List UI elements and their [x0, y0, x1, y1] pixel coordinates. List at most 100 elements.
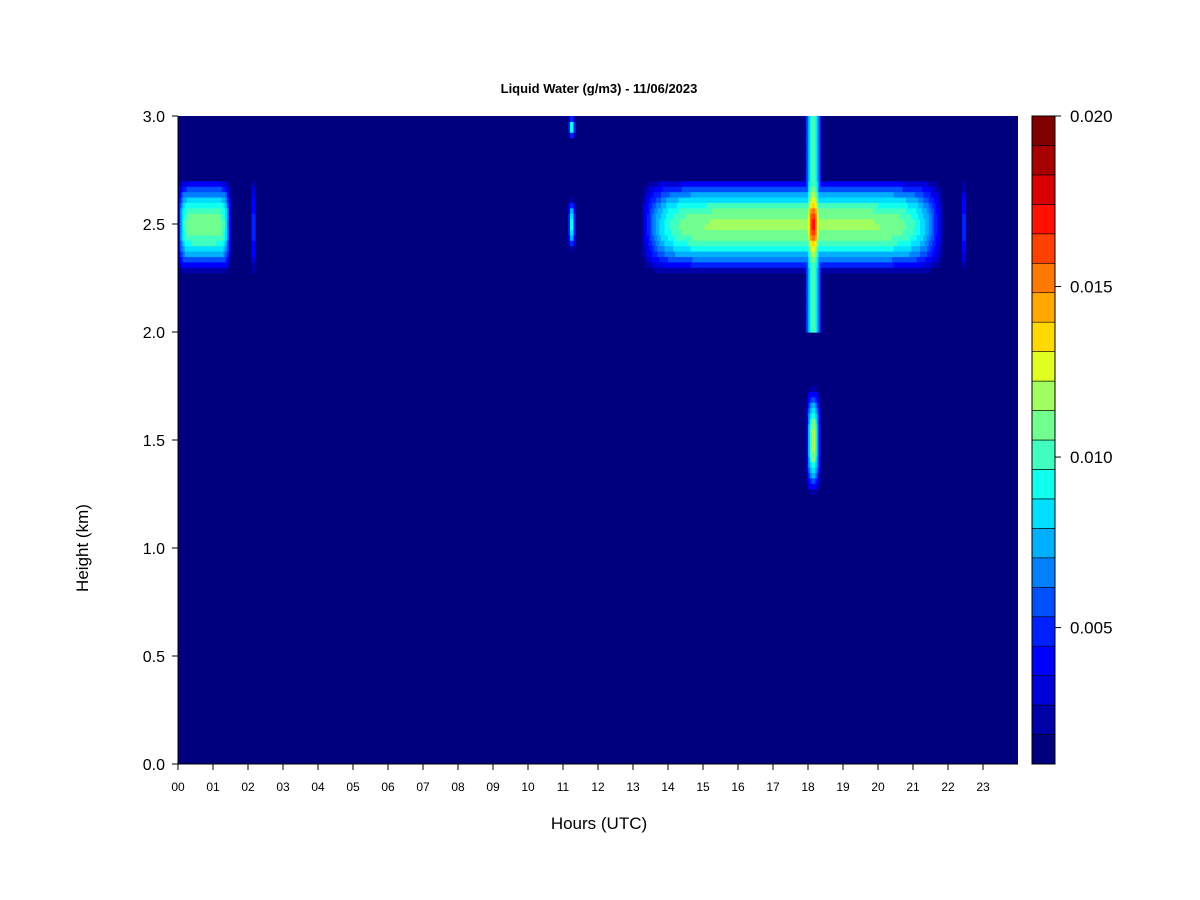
heatmap-cell [696, 175, 699, 182]
heatmap-cell [788, 261, 792, 268]
heatmap-cell [911, 229, 914, 236]
heatmap-cell [862, 267, 865, 274]
heatmap-cell [773, 202, 776, 209]
heatmap-cell [771, 261, 774, 268]
heatmap-cell [675, 240, 678, 247]
heatmap-cell [871, 197, 874, 203]
heatmap-cell [806, 278, 809, 284]
heatmap-cell [573, 202, 576, 209]
heatmap-cell [815, 170, 818, 176]
heatmap-cell [818, 445, 821, 452]
heatmap-cell [820, 326, 823, 333]
heatmap-cell [899, 267, 902, 274]
heatmap-cell [650, 213, 653, 220]
heatmap-cell [760, 218, 764, 225]
heatmap-cell [718, 234, 722, 241]
heatmap-cell [218, 197, 221, 203]
heatmap-cell [811, 488, 814, 495]
heatmap-cell [876, 197, 879, 203]
heatmap-cell [858, 267, 862, 274]
heatmap-cell [743, 213, 746, 220]
heatmap-cell [703, 251, 706, 257]
heatmap-cell [790, 229, 793, 236]
heatmap-cell [816, 299, 820, 306]
heatmap-cell [650, 261, 653, 268]
heatmap-cell [192, 240, 195, 247]
heatmap-cell [673, 180, 676, 187]
heatmap-cell [930, 202, 933, 209]
heatmap-cell [178, 240, 181, 247]
heatmap-cell [853, 261, 856, 268]
heatmap-cell [720, 240, 723, 247]
heatmap-cell [741, 218, 744, 225]
heatmap-cell [921, 207, 925, 214]
heatmap-cell [694, 229, 697, 236]
heatmap-cell [806, 294, 809, 301]
heatmap-cell [739, 224, 743, 230]
heatmap-cell [753, 224, 757, 230]
heatmap-cell [909, 256, 912, 263]
x-tick-label: 14 [661, 780, 675, 794]
heatmap-cell [920, 186, 923, 193]
heatmap-cell [801, 267, 804, 274]
heatmap-cell [774, 261, 778, 268]
heatmap-cell [568, 240, 571, 247]
heatmap-cell [753, 267, 757, 274]
heatmap-cell [806, 272, 809, 279]
heatmap-cell [703, 240, 706, 247]
heatmap-cell [664, 229, 667, 236]
heatmap-cell [725, 197, 729, 203]
heatmap-cell [832, 240, 835, 247]
heatmap-cell [794, 218, 797, 225]
heatmap-cell [836, 234, 839, 241]
heatmap-cell [925, 229, 928, 236]
heatmap-cell [706, 224, 709, 230]
heatmap-cell [925, 213, 928, 220]
heatmap-cell [911, 240, 914, 247]
heatmap-cell [662, 240, 666, 247]
heatmap-cell [657, 207, 660, 214]
heatmap-cell [661, 234, 664, 241]
heatmap-cell [745, 202, 748, 209]
heatmap-cell [251, 245, 254, 252]
heatmap-cell [650, 191, 653, 198]
heatmap-cell [741, 175, 744, 182]
heatmap-cell [769, 218, 772, 225]
heatmap-cell [836, 251, 839, 257]
heatmap-cell [818, 132, 821, 139]
heatmap-cell [813, 159, 816, 166]
heatmap-cell [888, 197, 891, 203]
heatmap-cell [850, 234, 853, 241]
heatmap-cell [818, 407, 821, 414]
heatmap-cell [216, 186, 219, 193]
heatmap-cell [916, 261, 919, 268]
heatmap-cell [963, 186, 967, 193]
heatmap-cell [753, 256, 757, 263]
heatmap-cell [685, 256, 688, 263]
heatmap-cell [669, 224, 673, 230]
heatmap-cell [829, 202, 832, 209]
heatmap-cell [200, 245, 204, 252]
heatmap-cell [778, 191, 781, 198]
heatmap-cell [879, 240, 883, 247]
heatmap-cell [885, 245, 888, 252]
heatmap-cell [858, 180, 862, 187]
heatmap-cell [206, 251, 209, 257]
heatmap-cell [717, 218, 720, 225]
heatmap-cell [932, 191, 935, 198]
heatmap-cell [673, 261, 676, 268]
heatmap-cell [864, 240, 867, 247]
heatmap-cell [704, 261, 708, 268]
heatmap-cell [673, 251, 676, 257]
heatmap-cell [694, 261, 697, 268]
heatmap-cell [717, 267, 720, 274]
heatmap-cell [909, 267, 912, 274]
heatmap-cell [932, 202, 935, 209]
heatmap-cell [745, 229, 748, 236]
heatmap-cell [864, 224, 867, 230]
heatmap-cell [825, 267, 828, 274]
heatmap-cell [701, 245, 704, 252]
heatmap-cell [792, 207, 795, 214]
heatmap-cell [804, 202, 807, 209]
heatmap-cell [746, 218, 750, 225]
